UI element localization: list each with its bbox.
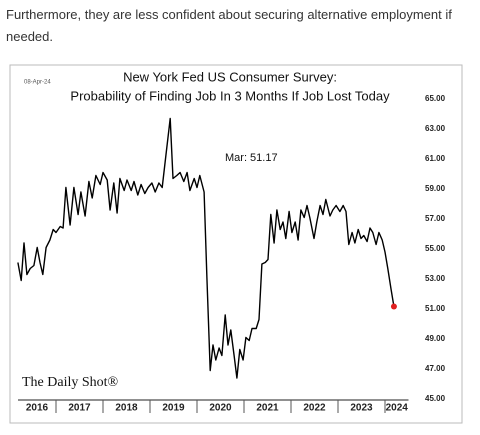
y-tick-label: 55.00 bbox=[425, 244, 446, 253]
x-tick-label: 2020 bbox=[209, 403, 232, 414]
x-tick-label: 2022 bbox=[303, 403, 326, 414]
y-tick-label: 49.00 bbox=[425, 334, 446, 343]
intro-text: Furthermore, they are less confident abo… bbox=[6, 7, 452, 44]
x-tick-label: 2017 bbox=[68, 403, 91, 414]
x-tick-label: 2021 bbox=[256, 403, 279, 414]
annotation: Mar: 51.17 bbox=[225, 152, 278, 164]
y-tick-label: 57.00 bbox=[425, 214, 446, 223]
chart-frame bbox=[9, 64, 463, 424]
x-tick-label: 2016 bbox=[26, 403, 49, 414]
chart-subtitle: Probability of Finding Job In 3 Months I… bbox=[70, 88, 390, 103]
y-tick-label: 51.00 bbox=[425, 304, 446, 313]
x-tick-label: 2019 bbox=[162, 403, 185, 414]
date-label: 08-Apr-24 bbox=[24, 80, 51, 86]
y-tick-label: 61.00 bbox=[425, 154, 446, 163]
y-tick-label: 65.00 bbox=[425, 94, 446, 103]
x-tick-label: 2023 bbox=[350, 403, 373, 414]
x-tick-label: 2024 bbox=[386, 403, 409, 414]
y-tick-label: 63.00 bbox=[425, 124, 446, 133]
y-tick-label: 59.00 bbox=[425, 184, 446, 193]
y-tick-label: 47.00 bbox=[425, 364, 446, 373]
x-tick-label: 2018 bbox=[115, 403, 138, 414]
source-logo: The Daily Shot® bbox=[22, 375, 119, 390]
chart-title: New York Fed US Consumer Survey: bbox=[123, 69, 337, 84]
line-series bbox=[17, 117, 395, 379]
y-tick-label: 53.00 bbox=[425, 274, 446, 283]
y-tick-label: 45.00 bbox=[425, 394, 446, 403]
last-point bbox=[390, 303, 397, 310]
